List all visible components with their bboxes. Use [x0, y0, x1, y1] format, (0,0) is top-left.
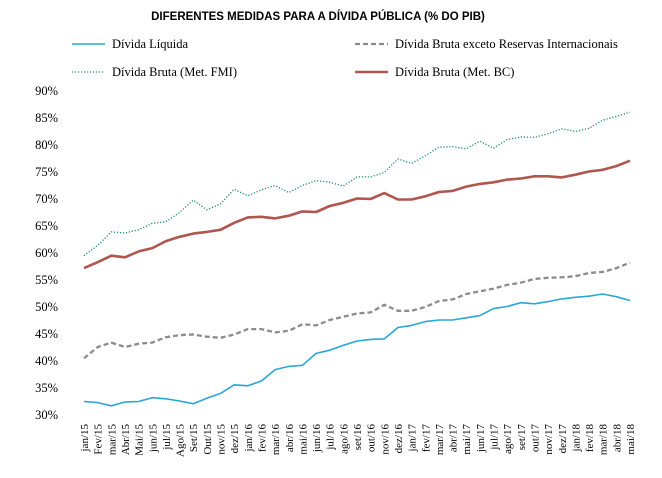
- series-line-0: [83, 293, 631, 407]
- legend: Dívida Líquida Dívida Bruta exceto Reserv…: [72, 37, 618, 79]
- x-tick-label: dez/15: [229, 424, 241, 454]
- x-tick-label: jan/17: [407, 424, 419, 453]
- x-tick-label: jan/15: [79, 424, 91, 453]
- y-tick-label: 90%: [35, 84, 58, 98]
- y-tick-label: 45%: [35, 327, 58, 341]
- plot-area: [83, 111, 631, 407]
- x-tick-label: jul/16: [325, 424, 337, 451]
- series-line-3: [83, 159, 631, 270]
- x-tick-label: Mai/15: [134, 424, 146, 456]
- x-tick-label: mar/17: [434, 424, 446, 456]
- y-tick-label: 30%: [35, 408, 58, 422]
- x-tick-label: ago/17: [502, 424, 514, 454]
- x-tick-label: nov/15: [216, 424, 228, 455]
- x-tick-label: set/16: [352, 424, 364, 451]
- x-tick-label: mai/18: [625, 424, 637, 455]
- x-tick-label: mai/16: [297, 424, 309, 455]
- x-tick-label: abr/17: [448, 424, 460, 453]
- x-axis: jan/15 Fev/15 mar/15 Abr/15 Mai/15 jun/15 jul/…: [79, 424, 637, 458]
- x-tick-label: mar/18: [598, 424, 610, 456]
- x-tick-label: Set/15: [188, 424, 200, 453]
- x-tick-label: fev/18: [584, 424, 596, 453]
- y-tick-label: 55%: [35, 273, 58, 287]
- x-tick-label: abr/18: [611, 424, 623, 453]
- y-axis: 30% 35% 40% 45% 50% 55% 60% 65% 70% 75% 80% 85% 90%: [35, 84, 58, 422]
- x-tick-label: ago/16: [338, 424, 350, 454]
- x-tick-label: Abr/15: [120, 424, 132, 456]
- x-tick-label: Ago/15: [175, 424, 187, 458]
- series-line-1: [83, 261, 631, 360]
- y-tick-label: 50%: [35, 300, 58, 314]
- series-line-2: [83, 111, 631, 257]
- x-tick-label: nov/17: [543, 424, 555, 455]
- x-tick-label: jun/17: [475, 424, 487, 454]
- x-tick-label: jan/18: [570, 424, 582, 453]
- x-tick-label: jun/16: [311, 424, 323, 454]
- x-tick-label: mar/15: [106, 424, 118, 456]
- x-tick-label: fev/17: [420, 424, 432, 453]
- y-tick-label: 35%: [35, 381, 58, 395]
- chart-title: DIFERENTES MEDIDAS PARA A DÍVIDA PÚBLICA…: [151, 10, 485, 23]
- legend-label-0: Dívida Líquida: [112, 37, 188, 51]
- x-tick-label: mar/16: [270, 424, 282, 456]
- y-tick-label: 65%: [35, 219, 58, 233]
- legend-label-2: Dívida Bruta (Met. FMI): [112, 65, 237, 79]
- y-tick-label: 80%: [35, 138, 58, 152]
- x-tick-label: mai/17: [461, 424, 473, 455]
- x-tick-label: out/16: [366, 424, 378, 453]
- x-tick-label: abr/16: [284, 424, 296, 453]
- x-tick-label: out/17: [529, 424, 541, 453]
- y-tick-label: 85%: [35, 111, 58, 125]
- y-tick-label: 60%: [35, 246, 58, 260]
- x-tick-label: fev/16: [256, 424, 268, 453]
- legend-label-3: Dívida Bruta (Met. BC): [395, 65, 514, 79]
- x-tick-label: nov/16: [379, 424, 391, 455]
- x-tick-label: set/17: [516, 424, 528, 451]
- y-tick-label: 40%: [35, 354, 58, 368]
- x-tick-label: dez/17: [557, 424, 569, 454]
- x-tick-label: dez/16: [393, 424, 405, 454]
- legend-label-1: Dívida Bruta exceto Reservas Internacion…: [395, 37, 618, 51]
- x-tick-label: Fev/15: [93, 424, 105, 455]
- x-tick-label: jul/17: [489, 424, 501, 451]
- x-tick-label: Out/15: [202, 424, 214, 455]
- x-tick-label: jun/15: [147, 424, 159, 454]
- x-tick-label: jan/16: [243, 424, 255, 453]
- x-tick-label: jul/15: [161, 424, 173, 451]
- y-tick-label: 75%: [35, 165, 58, 179]
- y-tick-label: 70%: [35, 192, 58, 206]
